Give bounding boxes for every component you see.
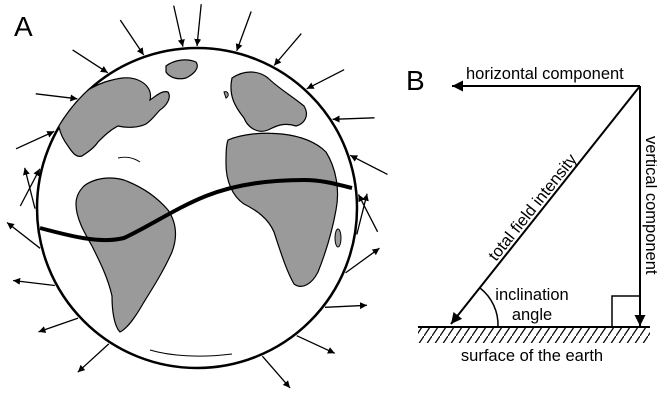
south-america-landmass [75,177,177,333]
globe [35,46,359,370]
field-arrow [324,302,368,310]
field-arrow [235,11,252,52]
field-arrow [306,69,345,90]
field-arrow [13,277,55,287]
surface-label: surface of the earth [461,347,603,365]
inclination-label-line2: angle [512,306,552,324]
vector-diagram: horizontal component vertical component … [418,65,657,365]
field-arrow [296,335,336,354]
field-arrow [15,130,55,150]
panel-a-letter: A [14,11,33,42]
right-angle-marker [611,295,640,326]
southern-rim-contour [149,349,233,357]
field-arrow [332,115,375,123]
field-arrow [349,154,388,175]
caribbean-islands [117,156,141,163]
field-arrow [194,4,202,47]
field-arrow [77,343,110,373]
field-arrow [357,194,379,233]
inclination-label-line1: inclination [495,286,568,304]
field-arrow [261,355,291,389]
field-arrow [35,93,78,102]
greenland-landmass [165,59,198,80]
vertical-component-label: vertical component [642,136,657,275]
field-arrow [72,49,109,74]
total-field-arrow [450,85,641,325]
field-arrow [273,33,302,66]
field-arrow [173,5,185,47]
field-arrow [356,193,369,235]
ground-hatching [418,327,650,343]
europe-landmass [230,71,308,132]
total-field-label: total field intensity [485,150,581,264]
field-arrow [6,221,41,249]
field-arrows [6,4,388,389]
horizontal-component-label: horizontal component [466,65,624,83]
field-arrow [38,317,79,333]
north-america-landmass [57,77,170,157]
magnetic-equator-line [39,177,353,243]
field-arrow [345,247,380,274]
madagascar-landmass [334,228,342,248]
inclination-angle-arc [479,287,499,328]
british-isles-landmass [223,91,229,99]
field-arrow [19,168,41,207]
panel-b-letter: B [406,65,425,96]
field-arrow [119,19,145,56]
